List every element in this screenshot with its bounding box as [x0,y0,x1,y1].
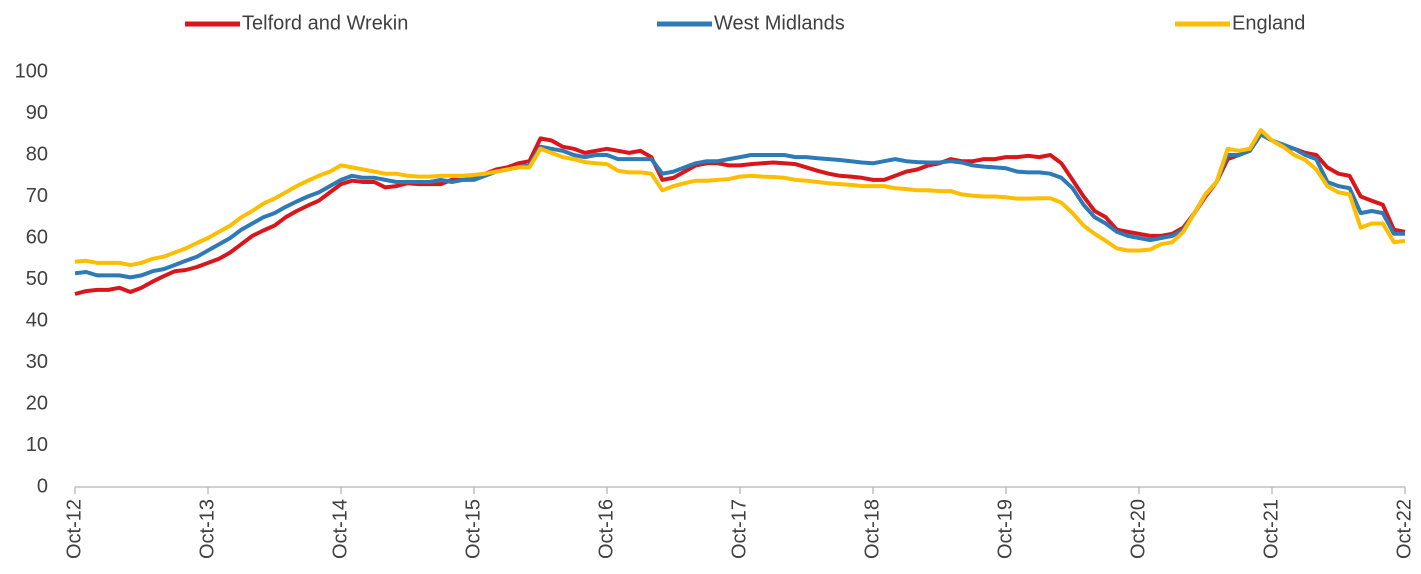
legend-label: England [1232,12,1305,34]
y-tick-label: 0 [37,475,48,497]
x-tick-label: Oct-16 [595,499,617,559]
series-line [74,128,1406,267]
legend-label: West Midlands [714,12,845,34]
y-tick-label: 20 [26,392,48,414]
y-tick-label: 10 [26,434,48,456]
x-tick-label: Oct-14 [329,499,351,559]
y-tick-label: 90 [26,102,48,124]
x-tick-label: Oct-19 [994,499,1016,559]
y-tick-label: 60 [26,226,48,248]
x-tick-label: Oct-20 [1127,499,1149,559]
x-tick-label: Oct-15 [462,499,484,559]
x-tick-label: Oct-21 [1260,499,1282,559]
x-tick-label: Oct-18 [861,499,883,559]
series-line [74,132,1405,280]
y-tick-label: 30 [26,351,48,373]
y-tick-label: 100 [15,60,48,82]
y-tick-label: 40 [26,309,48,331]
x-tick-label: Oct-12 [63,499,85,559]
x-tick-label: Oct-22 [1393,499,1415,559]
legend-label: Telford and Wrekin [242,12,408,34]
y-tick-label: 80 [26,143,48,165]
y-tick-label: 50 [26,268,48,290]
x-tick-label: Oct-17 [728,499,750,559]
x-tick-label: Oct-13 [196,499,218,559]
y-tick-label: 70 [26,185,48,207]
